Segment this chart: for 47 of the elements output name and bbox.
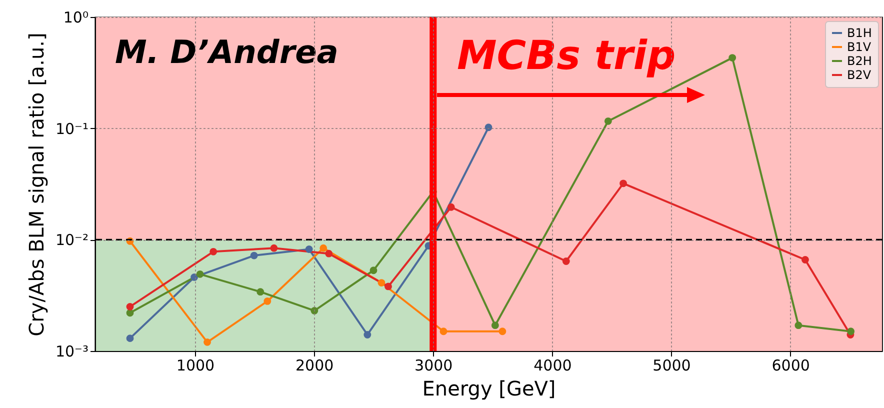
point bbox=[196, 270, 204, 278]
point bbox=[794, 322, 802, 330]
point bbox=[847, 328, 855, 336]
x-tick-label: 2000 bbox=[295, 356, 334, 374]
point bbox=[801, 256, 809, 264]
x-tick-label: 4000 bbox=[534, 356, 572, 374]
legend-label: B2V bbox=[847, 68, 872, 82]
point bbox=[325, 250, 333, 258]
y-tick-label: 10⁻² bbox=[55, 231, 88, 250]
point bbox=[310, 307, 318, 314]
point bbox=[210, 248, 218, 256]
annotation: M. D’Andrea bbox=[115, 33, 338, 71]
y-tick-label: 10⁰ bbox=[63, 8, 88, 26]
point bbox=[126, 302, 134, 310]
point bbox=[270, 244, 278, 252]
point bbox=[364, 331, 372, 338]
point bbox=[440, 328, 448, 336]
x-tick-label: 6000 bbox=[772, 356, 810, 374]
point bbox=[491, 322, 499, 330]
point bbox=[447, 203, 455, 211]
point bbox=[256, 288, 264, 296]
point bbox=[498, 328, 506, 336]
x-tick-label: 1000 bbox=[176, 356, 215, 374]
point bbox=[204, 338, 211, 346]
point bbox=[370, 266, 378, 274]
point bbox=[320, 244, 328, 252]
point bbox=[728, 54, 736, 62]
annotation: MCBs trip bbox=[457, 33, 676, 79]
point bbox=[126, 334, 134, 342]
x-axis-title: Energy [GeV] bbox=[422, 376, 556, 400]
point bbox=[384, 282, 392, 290]
x-tick-label: 3000 bbox=[414, 356, 453, 374]
point bbox=[264, 298, 272, 305]
point bbox=[604, 117, 612, 125]
point bbox=[484, 124, 492, 132]
y-axis-title: Cry/Abs BLM signal ratio [a.u.] bbox=[24, 32, 48, 336]
x-tick-label: 5000 bbox=[652, 356, 691, 374]
legend-label: B1H bbox=[847, 26, 872, 40]
y-tick-label: 10⁻³ bbox=[55, 342, 88, 360]
legend-label: B2H bbox=[847, 54, 872, 68]
y-tick-label: 10⁻¹ bbox=[55, 120, 88, 138]
point bbox=[562, 258, 570, 265]
point bbox=[305, 246, 313, 253]
point bbox=[250, 252, 258, 260]
point bbox=[620, 180, 627, 188]
point bbox=[378, 279, 386, 286]
legend-label: B1V bbox=[847, 40, 872, 54]
